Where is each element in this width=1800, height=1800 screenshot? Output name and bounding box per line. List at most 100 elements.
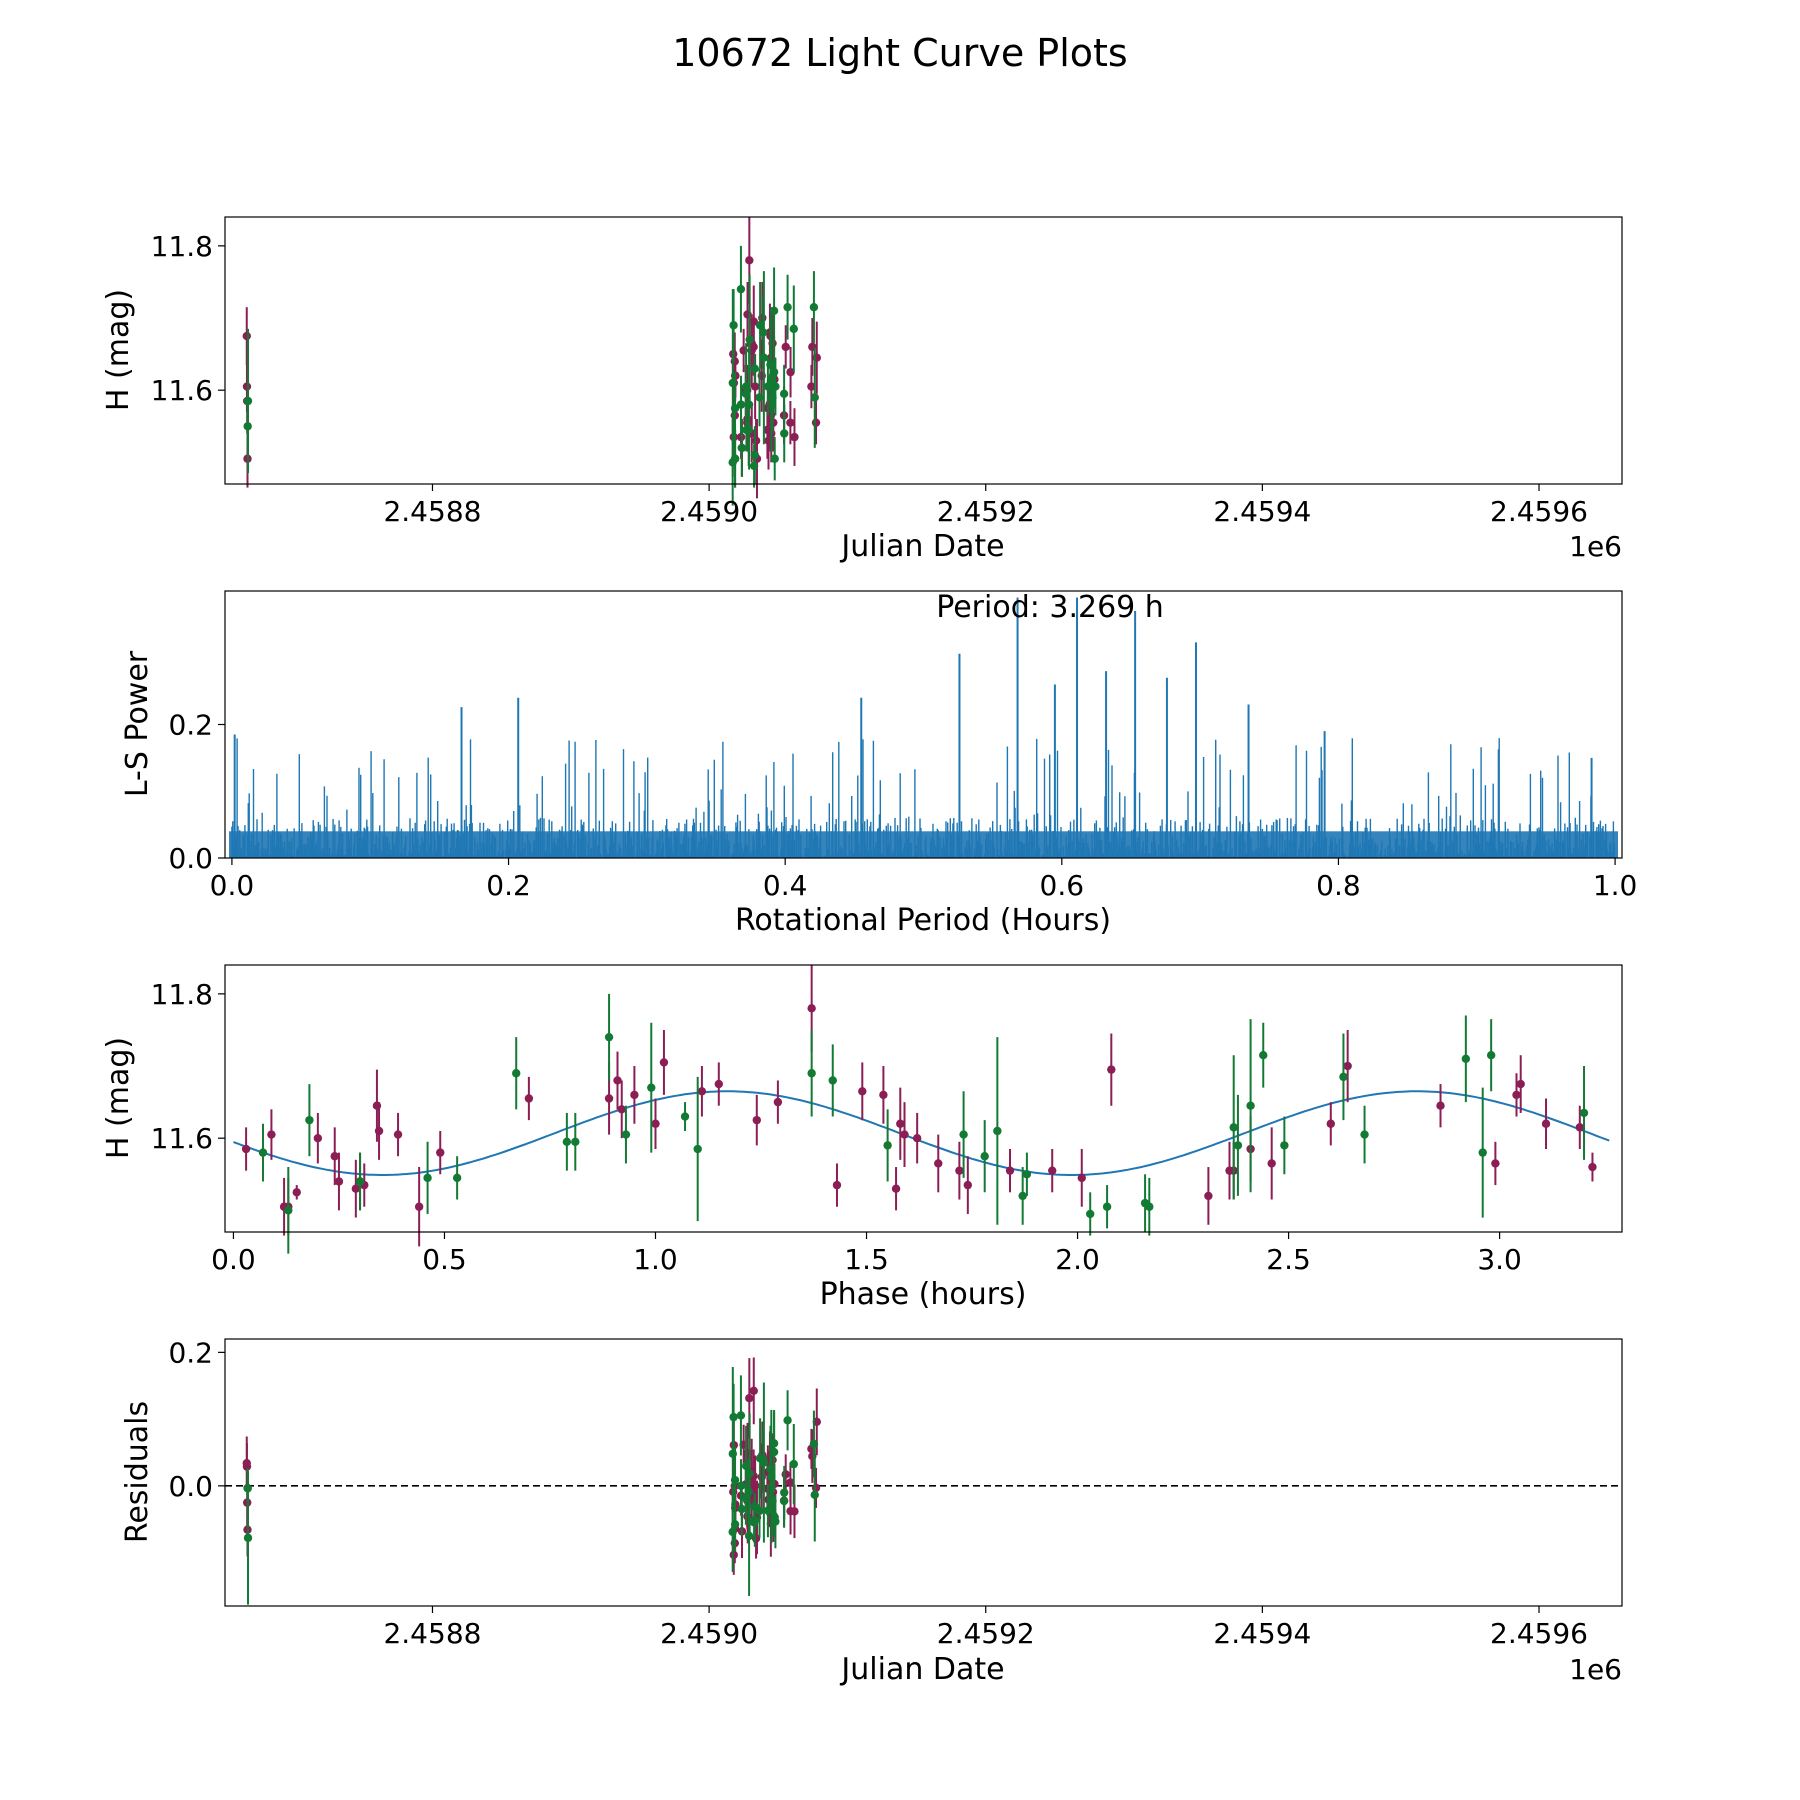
residuals-band_b-data-point <box>766 1464 775 1474</box>
lightcurve-xticks: 2.4588 2.4590 2.4592 2.4594 2.4596 <box>383 484 1588 528</box>
phased-band_b-data-point <box>828 1076 837 1085</box>
residuals-xtick-label: 2.4596 <box>1490 1617 1588 1650</box>
residuals-ytick-label: 0.2 <box>168 1336 213 1369</box>
lightcurve-band_b-data-point <box>750 450 760 460</box>
phased-band_a-data-point <box>879 1090 888 1100</box>
residuals-band_a-data-point <box>729 1550 738 1560</box>
periodogram-ytick-label: 0.0 <box>168 842 213 875</box>
residuals-band_b-data-point <box>783 1416 792 1425</box>
periodogram-lines <box>229 597 1618 858</box>
periodogram-ylabel: L-S Power <box>120 650 155 797</box>
phased-band_a-data-point <box>1343 1061 1352 1071</box>
phased-xtick-label: 2.0 <box>1055 1243 1100 1276</box>
residuals-xtick-label: 2.4588 <box>383 1617 481 1650</box>
phased-model-curve <box>233 1090 1610 1176</box>
residuals-points <box>242 1357 821 1605</box>
lightcurve-band_a-data-point <box>749 317 758 326</box>
phased-band_b-data-point <box>647 1083 656 1092</box>
lightcurve-band_b-data-point <box>736 284 746 294</box>
figure-title: 10672 Light Curve Plots <box>672 31 1127 75</box>
phased-band_a-data-point <box>773 1097 783 1107</box>
lightcurve-band_a-data-point <box>811 418 821 427</box>
residuals-band_a-data-point <box>750 1481 760 1490</box>
periodogram-noise-floor <box>229 831 1618 858</box>
lightcurve-band_b-data-point <box>780 429 789 438</box>
panel-phased: 0.0 0.5 1.0 1.5 2.0 2.5 3.0 11.6 11.8 Phase (ho… <box>101 964 1623 1312</box>
phased-band_a-data-point <box>1516 1079 1525 1089</box>
residuals-band_b-data-point <box>736 1411 746 1420</box>
residuals-band_b-data-point <box>810 1490 819 1500</box>
phased-yticks: 11.6 11.8 <box>151 978 225 1155</box>
phased-band_a-data-point <box>617 1105 626 1114</box>
lightcurve-band_b-data-point <box>737 443 746 453</box>
phased-band_a-data-point <box>267 1130 276 1139</box>
phased-band_a-data-point <box>330 1152 339 1161</box>
phased-band_a-data-point <box>1077 1173 1086 1183</box>
lightcurve-band_b-data-point <box>766 360 775 370</box>
lightcurve-band_b-data-point <box>783 303 792 312</box>
phased-band_b-data-point <box>562 1137 572 1146</box>
phased-band_b-data-point <box>512 1069 521 1078</box>
phased-band_a-data-point <box>697 1087 707 1096</box>
periodogram-xtick-label: 0.2 <box>486 869 531 902</box>
phased-band_a-data-point <box>292 1188 301 1197</box>
residuals-band_a-data-point <box>745 1393 754 1403</box>
lightcurve-ylabel: H (mag) <box>101 289 136 411</box>
lightcurve-band_b-data-point <box>243 422 252 431</box>
phased-band_a-data-point <box>807 1004 816 1013</box>
residuals-xtick-label: 2.4594 <box>1213 1617 1311 1650</box>
periodogram-ytick-label: 0.2 <box>168 709 213 742</box>
residuals-band_b-data-point <box>730 1520 740 1529</box>
phased-band_a-data-point <box>651 1119 660 1128</box>
lightcurve-band_b-data-point <box>770 454 779 463</box>
periodogram-xtick-label: 0.8 <box>1316 869 1361 902</box>
panel-residuals: 2.4588 2.4590 2.4592 2.4594 2.4596 0.0 0.2 Ju… <box>120 1336 1623 1687</box>
phased-band_a-data-point <box>1107 1065 1116 1074</box>
lightcurve-xtick-label: 2.4596 <box>1490 495 1588 528</box>
phased-band_a-data-point <box>896 1119 905 1128</box>
phased-xtick-label: 0.0 <box>211 1243 256 1276</box>
residuals-xticks: 2.4588 2.4590 2.4592 2.4594 2.4596 <box>383 1606 1588 1650</box>
phased-xticks: 0.0 0.5 1.0 1.5 2.0 2.5 3.0 <box>211 1232 1522 1276</box>
phased-band_a-data-point <box>374 1126 384 1136</box>
phased-band_b-data-point <box>1339 1072 1348 1082</box>
phased-band_a-data-point <box>351 1184 361 1193</box>
phased-band_a-data-point <box>832 1180 842 1190</box>
phased-band_a-data-point <box>1048 1166 1057 1175</box>
phased-band_a-data-point <box>241 1144 251 1154</box>
phased-band_a-data-point <box>1588 1162 1597 1172</box>
lightcurve-ytick-label: 11.8 <box>151 230 213 263</box>
phased-band_b-data-point <box>571 1137 580 1146</box>
lightcurve-xtick-label: 2.4592 <box>937 495 1035 528</box>
periodogram-xtick-label: 0.0 <box>210 869 255 902</box>
phased-band_b-data-point <box>1145 1202 1154 1211</box>
phased-band_a-data-point <box>604 1094 614 1103</box>
phased-band_b-data-point <box>980 1152 989 1161</box>
phased-band_a-data-point <box>900 1130 909 1139</box>
residuals-band_a-data-point <box>790 1507 799 1516</box>
phased-band_b-data-point <box>1022 1170 1032 1179</box>
residuals-band_b-data-point <box>737 1504 746 1514</box>
phased-band_b-data-point <box>258 1148 268 1157</box>
phased-band_b-data-point <box>693 1144 702 1154</box>
residuals-band_b-data-point <box>759 1458 769 1467</box>
phased-band_a-data-point <box>659 1058 669 1067</box>
residuals-band_a-data-point <box>781 1470 790 1479</box>
lightcurve-band_b-data-point <box>771 382 780 391</box>
residuals-band_a-data-point <box>786 1478 795 1487</box>
residuals-band_b-data-point <box>744 1531 754 1541</box>
residuals-yticks: 0.0 0.2 <box>168 1336 225 1503</box>
phased-band_a-data-point <box>630 1090 639 1100</box>
phased-band_b-data-point <box>1086 1209 1095 1219</box>
phased-xtick-label: 2.5 <box>1266 1243 1311 1276</box>
lightcurve-band_a-data-point <box>763 425 772 435</box>
residuals-band_a-data-point <box>749 1386 758 1396</box>
lightcurve-band_a-data-point <box>750 382 760 391</box>
periodogram-xticks: 0.0 0.2 0.4 0.6 0.8 1.0 <box>210 858 1637 902</box>
phased-band_b-data-point <box>993 1126 1002 1136</box>
lightcurve-points <box>242 217 821 506</box>
phased-band_a-data-point <box>313 1133 323 1143</box>
phased-band_a-data-point <box>414 1202 424 1211</box>
phased-band_a-data-point <box>1491 1159 1500 1168</box>
